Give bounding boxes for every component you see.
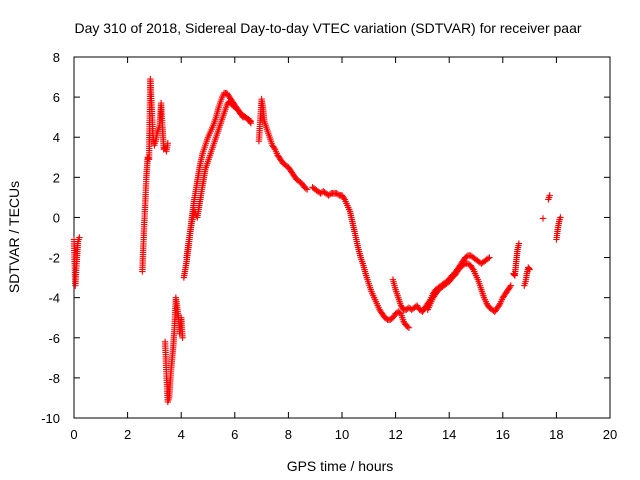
data-point	[179, 334, 186, 341]
x-tick-label: 12	[388, 427, 402, 442]
x-tick-label: 14	[442, 427, 456, 442]
data-point	[546, 192, 553, 199]
data-point	[145, 155, 152, 162]
data-point	[247, 119, 255, 127]
y-tick-label: -8	[48, 371, 60, 386]
data-point	[506, 283, 514, 291]
data-point	[164, 140, 171, 147]
data-point	[340, 194, 347, 202]
data-point	[557, 214, 564, 221]
x-tick-label: 18	[549, 427, 563, 442]
y-tick-label: 4	[53, 130, 60, 145]
data-point	[484, 255, 492, 262]
data-point	[404, 323, 411, 330]
y-tick-label: 0	[53, 210, 60, 225]
data-point	[405, 324, 413, 331]
x-tick-label: 20	[603, 427, 617, 442]
data-point	[496, 301, 503, 309]
data-point	[526, 266, 533, 273]
y-tick-label: -10	[41, 411, 60, 426]
x-tick-label: 6	[231, 427, 238, 442]
data-point	[510, 271, 518, 278]
data-point	[507, 282, 515, 289]
y-axis: -10 -8 -6 -4 -2 0 2 4 6 8	[41, 50, 610, 426]
x-tick-label: 8	[285, 427, 292, 442]
y-axis-label: SDTVAR / TECUs	[6, 181, 22, 293]
data-point	[270, 144, 278, 152]
chart-title: Day 310 of 2018, Sidereal Day-to-day VTE…	[74, 20, 581, 36]
x-tick-label: 2	[124, 427, 131, 442]
x-tick-label: 16	[496, 427, 510, 442]
x-axis-label: GPS time / hours	[287, 458, 394, 474]
data-point	[76, 234, 83, 241]
x-tick-label: 4	[178, 427, 185, 442]
x-tick-label: 0	[70, 427, 77, 442]
y-tick-label: -4	[48, 291, 60, 306]
y-tick-label: 8	[53, 50, 60, 65]
data-point	[302, 185, 310, 192]
data-point	[525, 265, 533, 272]
data-point	[469, 265, 476, 272]
data-points	[70, 75, 564, 406]
data-point	[246, 118, 254, 126]
x-axis: 0 2 4 6 8 10 12 14 16 18 20	[70, 57, 617, 442]
data-point	[486, 254, 493, 261]
x-tick-label: 10	[335, 427, 349, 442]
y-tick-label: 6	[53, 90, 60, 105]
y-tick-label: 2	[53, 170, 60, 185]
data-point	[539, 215, 547, 222]
data-point	[303, 186, 311, 193]
data-point	[515, 240, 523, 247]
y-tick-label: -2	[48, 251, 60, 266]
y-tick-label: -6	[48, 331, 60, 346]
